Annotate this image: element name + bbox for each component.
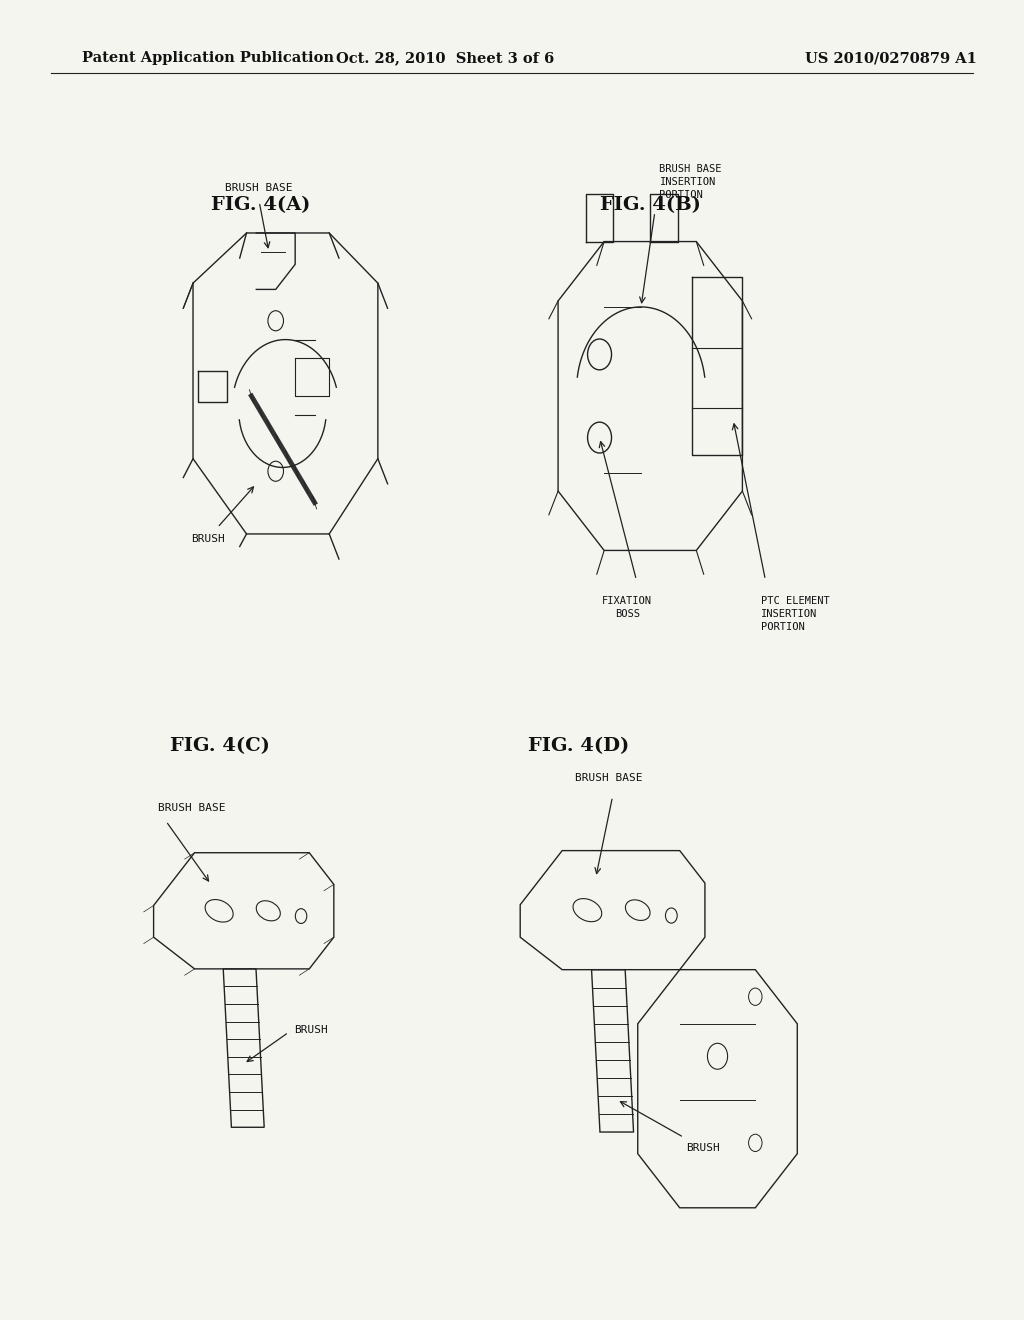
Text: Oct. 28, 2010  Sheet 3 of 6: Oct. 28, 2010 Sheet 3 of 6 xyxy=(336,51,555,65)
Text: FIXATION
BOSS: FIXATION BOSS xyxy=(602,595,652,619)
Text: FIG. 4(C): FIG. 4(C) xyxy=(170,737,270,755)
Text: BRUSH: BRUSH xyxy=(190,535,224,544)
Text: BRUSH BASE: BRUSH BASE xyxy=(158,803,225,813)
Text: FIG. 4(D): FIG. 4(D) xyxy=(528,737,629,755)
Text: US 2010/0270879 A1: US 2010/0270879 A1 xyxy=(805,51,977,65)
Text: BRUSH: BRUSH xyxy=(686,1143,720,1152)
Text: FIG. 4(A): FIG. 4(A) xyxy=(211,195,311,214)
Text: BRUSH BASE: BRUSH BASE xyxy=(574,774,642,784)
Text: BRUSH BASE
INSERTION
PORTION: BRUSH BASE INSERTION PORTION xyxy=(659,164,722,199)
Text: BRUSH: BRUSH xyxy=(295,1026,329,1035)
Text: FIG. 4(B): FIG. 4(B) xyxy=(600,195,700,214)
Text: PTC ELEMENT
INSERTION
PORTION: PTC ELEMENT INSERTION PORTION xyxy=(761,595,829,632)
Text: BRUSH BASE: BRUSH BASE xyxy=(225,183,293,193)
Text: Patent Application Publication: Patent Application Publication xyxy=(82,51,334,65)
